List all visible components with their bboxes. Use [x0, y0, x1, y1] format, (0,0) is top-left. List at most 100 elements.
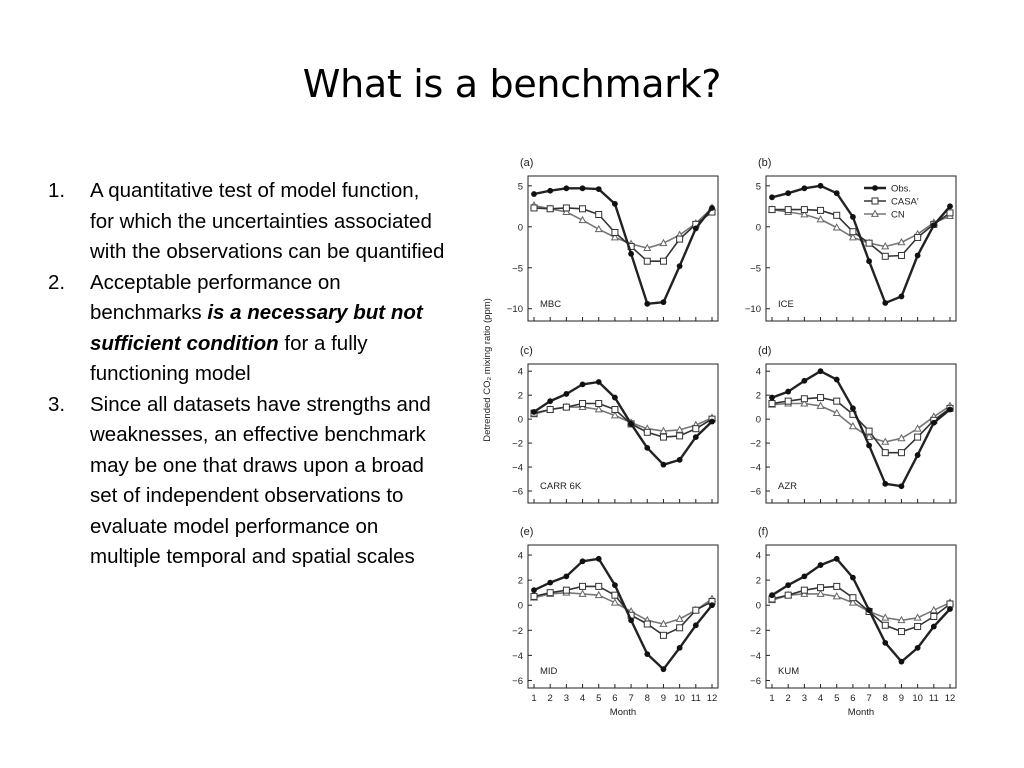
obs-point	[769, 592, 775, 599]
series-line-cn	[533, 591, 713, 625]
x-axis-label: Month	[610, 707, 636, 718]
casa-point	[849, 594, 857, 602]
obs-point	[612, 582, 618, 589]
cn-point	[610, 233, 619, 241]
panel-letter: (c)	[520, 345, 533, 357]
cn-point	[659, 426, 668, 435]
casa-point	[881, 449, 889, 457]
y-tick-label: −4	[750, 463, 761, 474]
cn-point	[659, 619, 668, 627]
obs-point	[595, 186, 602, 193]
casa-point	[643, 620, 651, 628]
y-tick-label: 4	[518, 367, 523, 378]
obs-point	[785, 388, 792, 395]
obs-point	[947, 203, 953, 210]
x-tick-label: 2	[786, 693, 791, 704]
y-tick-label: 2	[756, 391, 761, 402]
obs-point	[882, 639, 889, 646]
casa-point	[871, 197, 879, 205]
panel-letter: (f)	[758, 526, 768, 538]
legend-label: CASA′	[891, 197, 919, 208]
y-tick-label: 0	[756, 601, 761, 612]
obs-point	[595, 379, 602, 385]
x-tick-label: 12	[707, 693, 718, 704]
bullet-item-1: 1. A quantitative test of model function…	[48, 176, 448, 268]
casa-point	[562, 204, 570, 212]
casa-point	[659, 257, 667, 265]
site-label: MBC	[540, 299, 561, 310]
x-tick-label: 11	[929, 693, 939, 704]
obs-point	[882, 480, 889, 487]
legend-label: Obs.	[891, 184, 911, 195]
casa-point	[817, 584, 825, 592]
casa-point	[914, 233, 922, 241]
y-tick-label: 0	[756, 222, 761, 233]
cn-point	[816, 589, 825, 597]
cn-point	[881, 437, 890, 445]
bullet-number: 1.	[48, 179, 66, 202]
obs-point	[563, 185, 570, 192]
bullet-emphasis: is a necessary but not sufficient condit…	[90, 301, 423, 355]
cn-point	[881, 242, 890, 250]
chart-panel-azr: (d) 4 2 0 −2 −4 −6 AZR	[750, 345, 957, 504]
cn-point	[659, 238, 668, 247]
x-tick-label: 8	[883, 693, 888, 704]
obs-point	[817, 562, 824, 568]
cn-point	[594, 405, 603, 413]
casa-point	[643, 257, 651, 265]
obs-point	[547, 579, 554, 586]
bullet-text: A quantitative test of model function, f…	[90, 179, 445, 263]
casa-point	[897, 251, 905, 259]
casa-point	[659, 433, 667, 441]
obs-point	[914, 252, 921, 259]
cn-point	[897, 237, 906, 246]
casa-point	[865, 427, 873, 435]
casa-point	[865, 239, 873, 247]
obs-point	[644, 300, 651, 307]
series-line-cn	[771, 402, 951, 443]
cn-point	[800, 399, 809, 407]
obs-point	[563, 573, 570, 580]
casa-point	[817, 394, 825, 402]
cn-point	[675, 614, 684, 622]
casa-point	[595, 400, 603, 408]
plot-frame	[527, 175, 719, 322]
casa-point	[800, 206, 808, 214]
obs-point	[850, 214, 856, 220]
series-line-casa	[772, 208, 951, 258]
cn-point	[897, 433, 906, 442]
casa-point	[946, 600, 954, 608]
plot-frame	[527, 363, 719, 504]
obs-point	[595, 555, 602, 562]
obs-point	[709, 418, 715, 425]
bullet-text: Since all datasets have strengths and we…	[90, 392, 431, 569]
y-tick-label: −5	[750, 263, 761, 274]
obs-point	[898, 293, 905, 300]
y-tick-label: 2	[518, 391, 523, 402]
casa-point	[546, 589, 554, 597]
casa-point	[833, 582, 841, 590]
obs-point	[882, 300, 889, 306]
site-label: AZR	[778, 481, 797, 492]
obs-point	[833, 376, 840, 383]
casa-point	[768, 206, 776, 214]
obs-point	[817, 368, 824, 375]
obs-point	[660, 461, 667, 468]
casa-point	[530, 592, 538, 600]
x-tick-label: 9	[661, 693, 666, 704]
series-line-obs	[533, 380, 713, 466]
obs-point	[866, 258, 872, 265]
obs-point	[660, 299, 667, 306]
obs-point	[531, 587, 537, 594]
casa-point	[784, 591, 792, 599]
casa-point	[692, 606, 700, 614]
series-line-obs	[533, 557, 713, 671]
cn-point	[881, 613, 890, 621]
obs-point	[579, 185, 586, 192]
series-line-obs	[771, 184, 951, 305]
y-tick-label: −6	[750, 487, 761, 498]
obs-point	[785, 190, 792, 197]
obs-point	[866, 442, 872, 449]
obs-point	[644, 444, 651, 451]
obs-point	[692, 225, 699, 232]
